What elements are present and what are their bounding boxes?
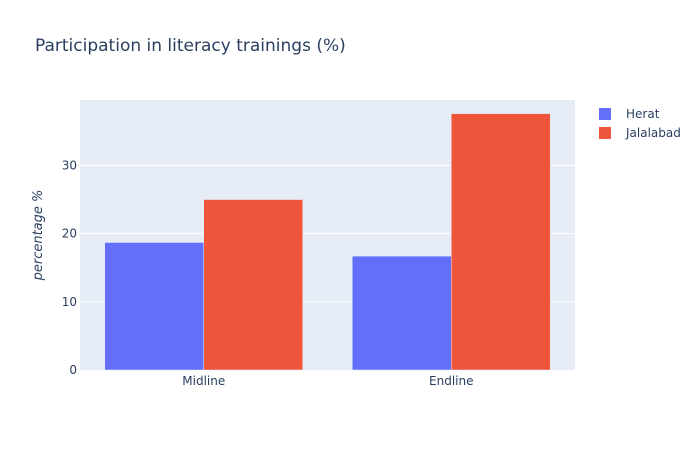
legend-swatch-herat xyxy=(599,108,611,120)
y-axis-ticks: 0 10 20 30 xyxy=(62,158,77,377)
legend: Herat Jalalabad xyxy=(599,107,681,140)
bar-herat-endline xyxy=(352,255,452,371)
bar-herat-midline xyxy=(104,242,204,371)
x-axis-ticks: Midline Endline xyxy=(182,374,473,388)
y-axis-title: percentage % xyxy=(31,190,46,282)
y-tick-label: 30 xyxy=(62,158,77,172)
y-tick-label: 20 xyxy=(62,227,77,241)
chart-title: Participation in literacy trainings (%) xyxy=(35,36,346,56)
y-tick-label: 10 xyxy=(62,295,77,309)
legend-label-jalalabad: Jalalabad xyxy=(625,126,681,140)
y-tick-label: 0 xyxy=(69,363,77,377)
bar-jalalabad-midline xyxy=(203,199,303,371)
x-tick-label: Midline xyxy=(182,374,225,388)
bar-jalalabad-endline xyxy=(451,113,551,371)
bars xyxy=(104,113,551,371)
x-tick-label: Endline xyxy=(429,374,473,388)
legend-label-herat: Herat xyxy=(626,107,660,121)
legend-swatch-jalalabad xyxy=(599,127,611,139)
